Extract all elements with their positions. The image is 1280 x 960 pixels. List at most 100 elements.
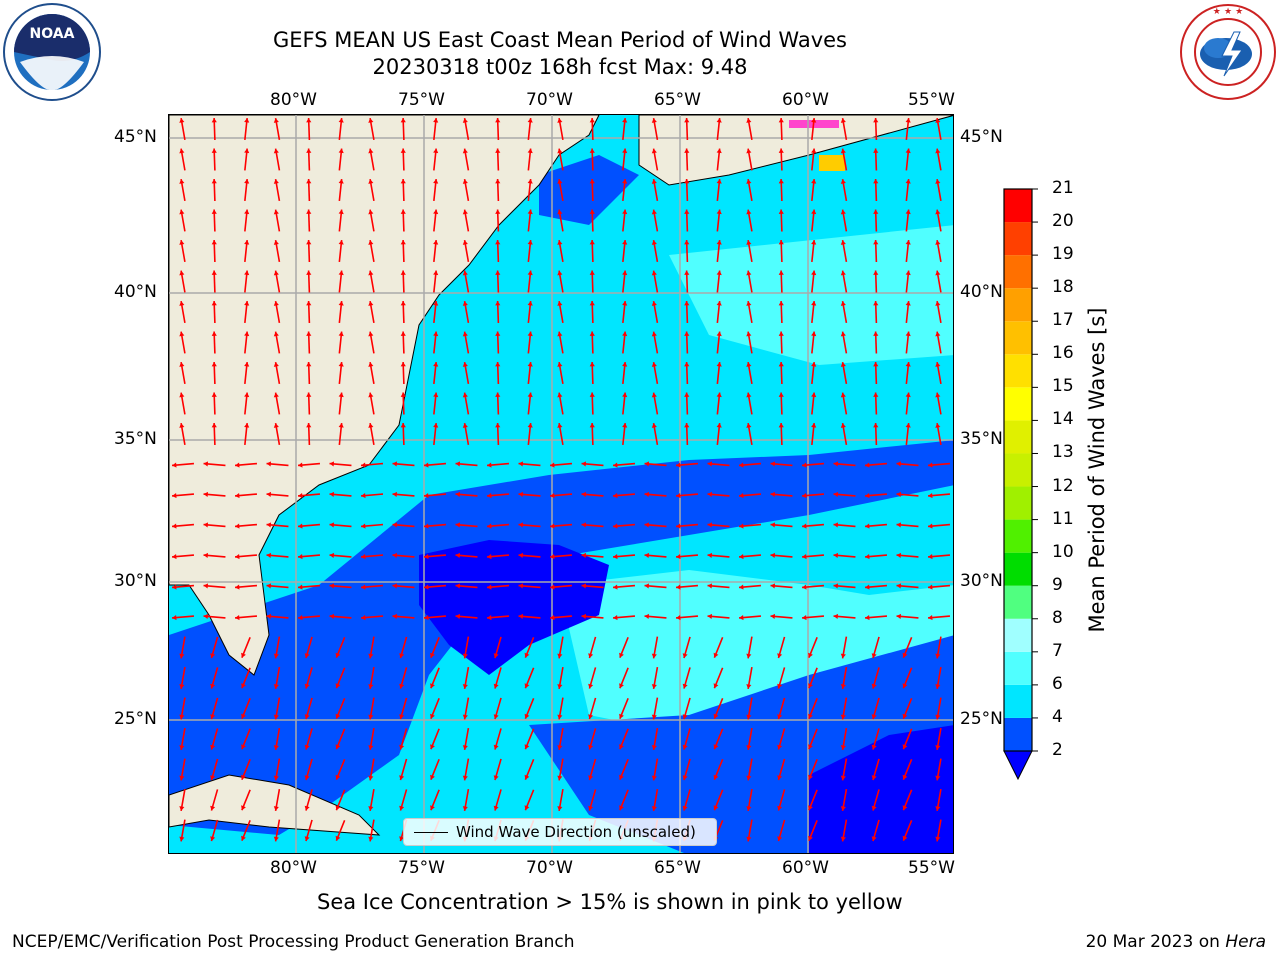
wave-arrowhead bbox=[651, 301, 657, 306]
colorbar-tick-label: 10 bbox=[1052, 541, 1074, 562]
wave-arrowhead bbox=[462, 806, 468, 811]
wave-arrowhead bbox=[306, 179, 312, 184]
wave-arrowhead bbox=[400, 179, 406, 184]
wave-arrowhead bbox=[368, 423, 374, 428]
wave-arrowhead bbox=[811, 423, 817, 428]
wave-arrowhead bbox=[935, 806, 941, 811]
wave-arrowhead bbox=[518, 613, 524, 619]
wave-arrowhead bbox=[329, 552, 335, 558]
wave-arrowhead bbox=[682, 653, 688, 659]
wave-arrowhead bbox=[329, 491, 335, 497]
wave-arrowhead bbox=[433, 148, 439, 154]
lon-label-top-70w: 70°W bbox=[526, 90, 573, 110]
wave-arrowhead bbox=[746, 745, 752, 750]
colorbar-tick-label: 4 bbox=[1052, 706, 1063, 727]
wave-arrowhead bbox=[928, 462, 933, 468]
wave-arrowhead bbox=[651, 331, 657, 337]
wave-arrowhead bbox=[172, 493, 177, 499]
wave-arrowhead bbox=[865, 554, 870, 560]
wave-arrowhead bbox=[203, 613, 209, 619]
wave-arrowhead bbox=[684, 392, 690, 397]
wave-arrowhead bbox=[211, 362, 217, 367]
wave-arrowhead bbox=[840, 118, 846, 123]
wave-arrowhead bbox=[684, 148, 690, 153]
colorbar-frame bbox=[1003, 188, 1033, 752]
wave-arrowhead bbox=[273, 301, 279, 306]
wave-arrowhead bbox=[211, 270, 217, 275]
wave-arrowhead bbox=[935, 653, 941, 659]
wave-arrowhead bbox=[306, 148, 312, 153]
wave-arrowhead bbox=[241, 683, 246, 689]
wave-arrowhead bbox=[527, 209, 533, 215]
wave-arrowhead bbox=[644, 491, 650, 497]
wave-arrowhead bbox=[840, 240, 846, 245]
colorbar-tick-label: 7 bbox=[1052, 640, 1063, 661]
wave-arrowhead bbox=[211, 209, 217, 214]
wave-arrowhead bbox=[266, 522, 272, 528]
wave-arrowhead bbox=[777, 653, 783, 659]
wave-arrowhead bbox=[808, 835, 813, 841]
wave-arrowhead bbox=[329, 613, 335, 619]
wave-arrowhead bbox=[455, 522, 461, 528]
wave-arrowhead bbox=[495, 392, 501, 397]
wave-arrowhead bbox=[368, 179, 374, 184]
wave-arrowhead bbox=[368, 301, 374, 306]
wave-arrowhead bbox=[304, 653, 310, 659]
wave-arrowhead bbox=[905, 148, 911, 154]
wave-arrowhead bbox=[211, 392, 217, 397]
colorbar-bin bbox=[1004, 354, 1032, 388]
wave-arrowhead bbox=[651, 653, 657, 659]
wave-arrowhead bbox=[400, 331, 406, 336]
wave-arrowhead bbox=[716, 423, 722, 428]
wave-arrowhead bbox=[746, 331, 752, 337]
wave-arrowhead bbox=[368, 806, 374, 811]
wave-arrowhead bbox=[770, 522, 776, 528]
wave-arrowhead bbox=[557, 301, 563, 306]
wave-arrowhead bbox=[619, 744, 624, 750]
wave-arrowhead bbox=[244, 240, 250, 245]
wave-arrowhead bbox=[928, 523, 933, 529]
wave-arrowhead bbox=[179, 209, 185, 215]
wave-arrowhead bbox=[179, 392, 185, 398]
wave-arrowhead bbox=[235, 584, 240, 590]
wave-arrowhead bbox=[550, 615, 555, 621]
map-panel bbox=[168, 114, 954, 854]
wave-arrowhead bbox=[651, 745, 657, 750]
wave-arrowhead bbox=[557, 653, 563, 659]
wave-arrowhead bbox=[273, 836, 279, 842]
wave-arrowhead bbox=[306, 423, 312, 428]
colorbar-bin bbox=[1004, 552, 1032, 586]
wave-arrowhead bbox=[179, 270, 185, 276]
wave-arrowhead bbox=[746, 836, 752, 842]
wave-arrowhead bbox=[524, 805, 530, 811]
wave-arrowhead bbox=[433, 392, 439, 398]
wave-arrowhead bbox=[713, 744, 719, 750]
wave-arrowhead bbox=[335, 652, 341, 658]
wave-arrowhead bbox=[493, 683, 499, 689]
wave-arrowhead bbox=[581, 583, 587, 589]
colorbar-tick-label: 20 bbox=[1052, 211, 1074, 232]
wave-arrowhead bbox=[244, 362, 250, 367]
wave-arrowhead bbox=[873, 270, 879, 275]
wave-arrowhead bbox=[746, 362, 752, 367]
wave-arrowhead bbox=[430, 805, 435, 811]
wave-arrowhead bbox=[905, 423, 911, 428]
wave-arrowhead bbox=[770, 583, 776, 589]
wave-arrowhead bbox=[713, 805, 719, 811]
wave-arrowhead bbox=[873, 240, 879, 245]
wave-arrowhead bbox=[462, 209, 468, 215]
colorbar-bin bbox=[1004, 684, 1032, 718]
wave-arrowhead bbox=[684, 331, 690, 336]
wave-arrowhead bbox=[550, 462, 555, 468]
wave-arrowhead bbox=[392, 583, 398, 589]
wave-arrowhead bbox=[210, 714, 216, 720]
wave-arrowhead bbox=[707, 461, 713, 467]
wave-arrowhead bbox=[273, 362, 279, 367]
wave-arrowhead bbox=[210, 775, 216, 781]
wave-arrowhead bbox=[244, 148, 250, 154]
wave-arrowhead bbox=[338, 392, 344, 398]
wave-arrowhead bbox=[871, 805, 877, 811]
wave-arrowhead bbox=[684, 240, 690, 245]
wave-arrowhead bbox=[335, 774, 341, 780]
wave-arrowhead bbox=[935, 392, 941, 398]
